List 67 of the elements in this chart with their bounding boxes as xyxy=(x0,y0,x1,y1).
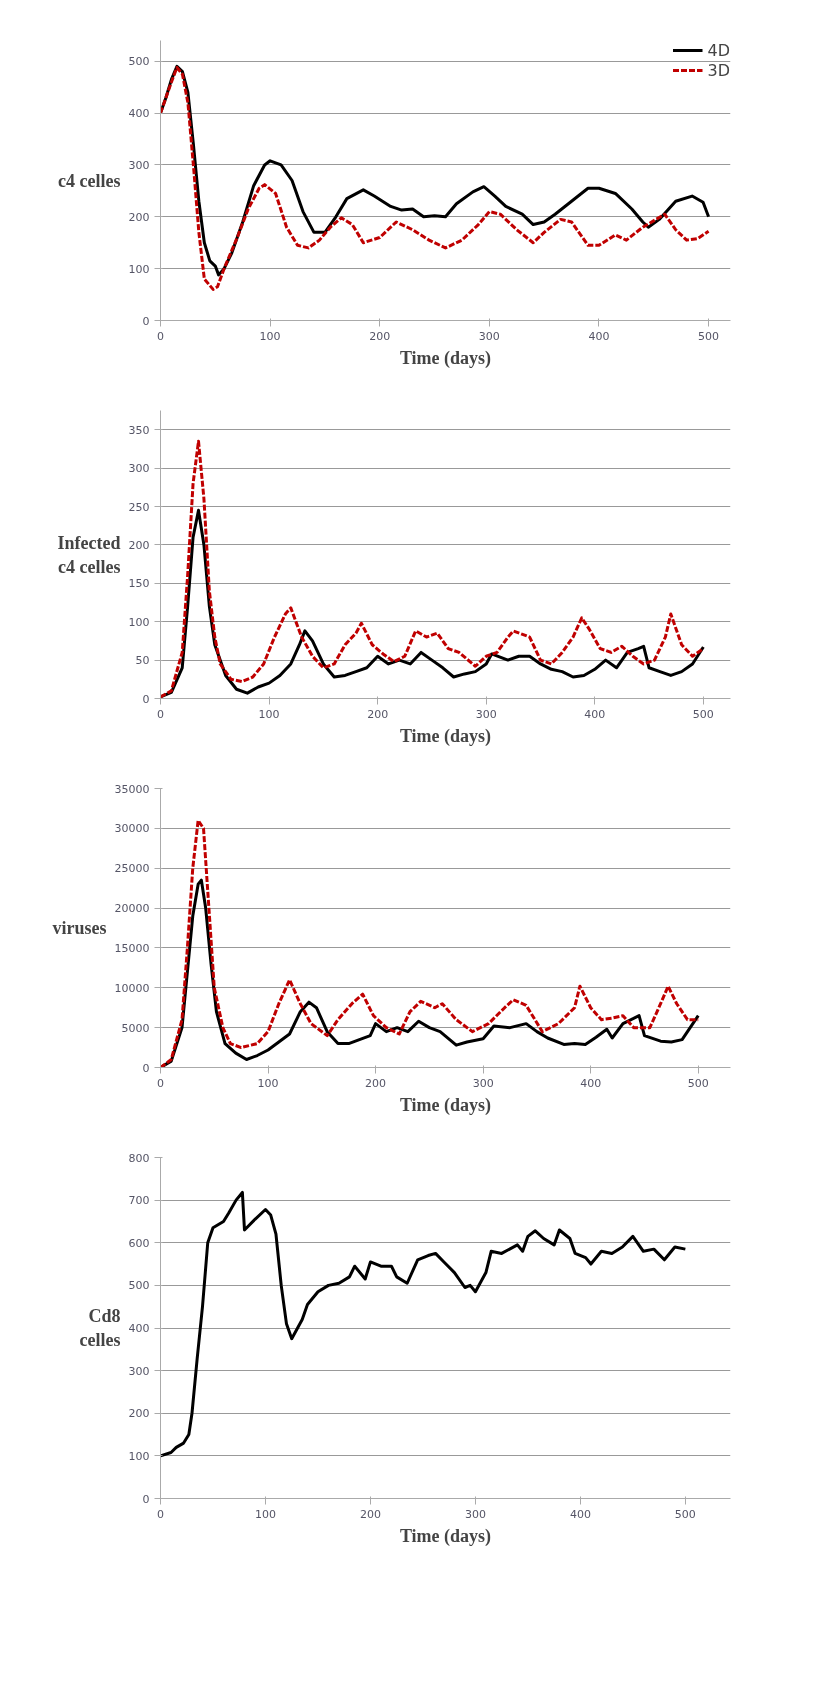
x-tick-label: 500 xyxy=(674,1507,696,1521)
x-tick-label: 300 xyxy=(472,1076,494,1090)
x-tick-label: 300 xyxy=(464,1507,486,1521)
y-tick-label: 20000 xyxy=(114,902,150,916)
y-tick-label: 25000 xyxy=(114,862,150,876)
x-tick-label: 0 xyxy=(157,1076,164,1090)
y-tick-label: 30000 xyxy=(114,822,150,836)
y-tick-label: 50 xyxy=(135,654,150,668)
x-axis-title: Time (days) xyxy=(399,1525,492,1547)
x-tick-label: 500 xyxy=(698,329,720,343)
x-tick-label: 200 xyxy=(359,1507,381,1521)
y-tick-label: 100 xyxy=(128,1449,150,1463)
x-tick-label: 500 xyxy=(692,707,714,721)
x-tick-label: 200 xyxy=(367,707,389,721)
y-tick-label: 150 xyxy=(128,577,150,591)
y-tick-label: 800 xyxy=(128,1151,150,1165)
x-tick-label: 100 xyxy=(257,1076,279,1090)
x-tick-label: 0 xyxy=(157,707,164,721)
y-tick-label: 5000 xyxy=(121,1021,150,1035)
y-tick-label: 500 xyxy=(128,1279,150,1293)
x-tick-label: 400 xyxy=(588,329,610,343)
x-tick-label: 200 xyxy=(365,1076,387,1090)
y-tick-label: 0 xyxy=(142,314,150,328)
y-tick-label: 0 xyxy=(142,1492,150,1506)
line-series xyxy=(160,439,705,699)
x-tick-label: 400 xyxy=(580,1076,602,1090)
legend-label: 4D xyxy=(707,40,730,60)
x-axis-title: Time (days) xyxy=(399,1094,492,1116)
x-tick-label: 400 xyxy=(569,1507,591,1521)
y-axis-title: Infected c4 celles xyxy=(57,532,121,577)
y-tick-label: 0 xyxy=(142,1061,150,1075)
y-tick-label: 200 xyxy=(128,210,150,224)
y-tick-label: 100 xyxy=(128,615,150,629)
y-tick-label: 700 xyxy=(128,1194,150,1208)
y-tick-label: 200 xyxy=(128,538,150,552)
x-tick-label: 0 xyxy=(157,329,164,343)
y-tick-label: 300 xyxy=(128,158,150,172)
y-tick-label: 400 xyxy=(128,1322,150,1335)
y-tick-label: 10000 xyxy=(114,981,150,995)
x-tick-label: 300 xyxy=(478,329,500,343)
x-axis-title: Time (days) xyxy=(399,347,492,369)
y-tick-label: 400 xyxy=(128,107,150,121)
x-tick-label: 0 xyxy=(157,1507,164,1521)
x-tick-label: 300 xyxy=(475,707,497,721)
y-axis-title: c4 celles xyxy=(58,170,121,191)
y-tick-label: 250 xyxy=(128,500,150,514)
y-tick-label: 350 xyxy=(128,423,150,437)
y-tick-label: 35000 xyxy=(114,782,150,796)
y-tick-label: 0 xyxy=(142,692,150,706)
y-tick-label: 300 xyxy=(128,1364,150,1378)
y-tick-label: 600 xyxy=(128,1236,150,1250)
y-tick-label: 300 xyxy=(128,462,150,476)
x-tick-label: 200 xyxy=(369,329,391,343)
y-tick-label: 500 xyxy=(128,55,150,69)
x-tick-label: 100 xyxy=(254,1507,276,1521)
x-tick-label: 500 xyxy=(687,1076,709,1090)
line-series xyxy=(160,1190,687,1458)
y-tick-label: 200 xyxy=(128,1407,150,1421)
y-tick-label: 15000 xyxy=(114,941,150,955)
legend-label: 3D xyxy=(707,60,730,80)
x-tick-label: 100 xyxy=(259,329,281,343)
x-tick-label: 400 xyxy=(584,707,606,721)
y-axis-title: Cd8 celles xyxy=(79,1306,121,1350)
y-axis-title: viruses xyxy=(52,918,107,938)
y-tick-label: 100 xyxy=(128,262,150,276)
x-axis-title: Time (days) xyxy=(399,725,492,747)
x-tick-label: 100 xyxy=(258,707,280,721)
